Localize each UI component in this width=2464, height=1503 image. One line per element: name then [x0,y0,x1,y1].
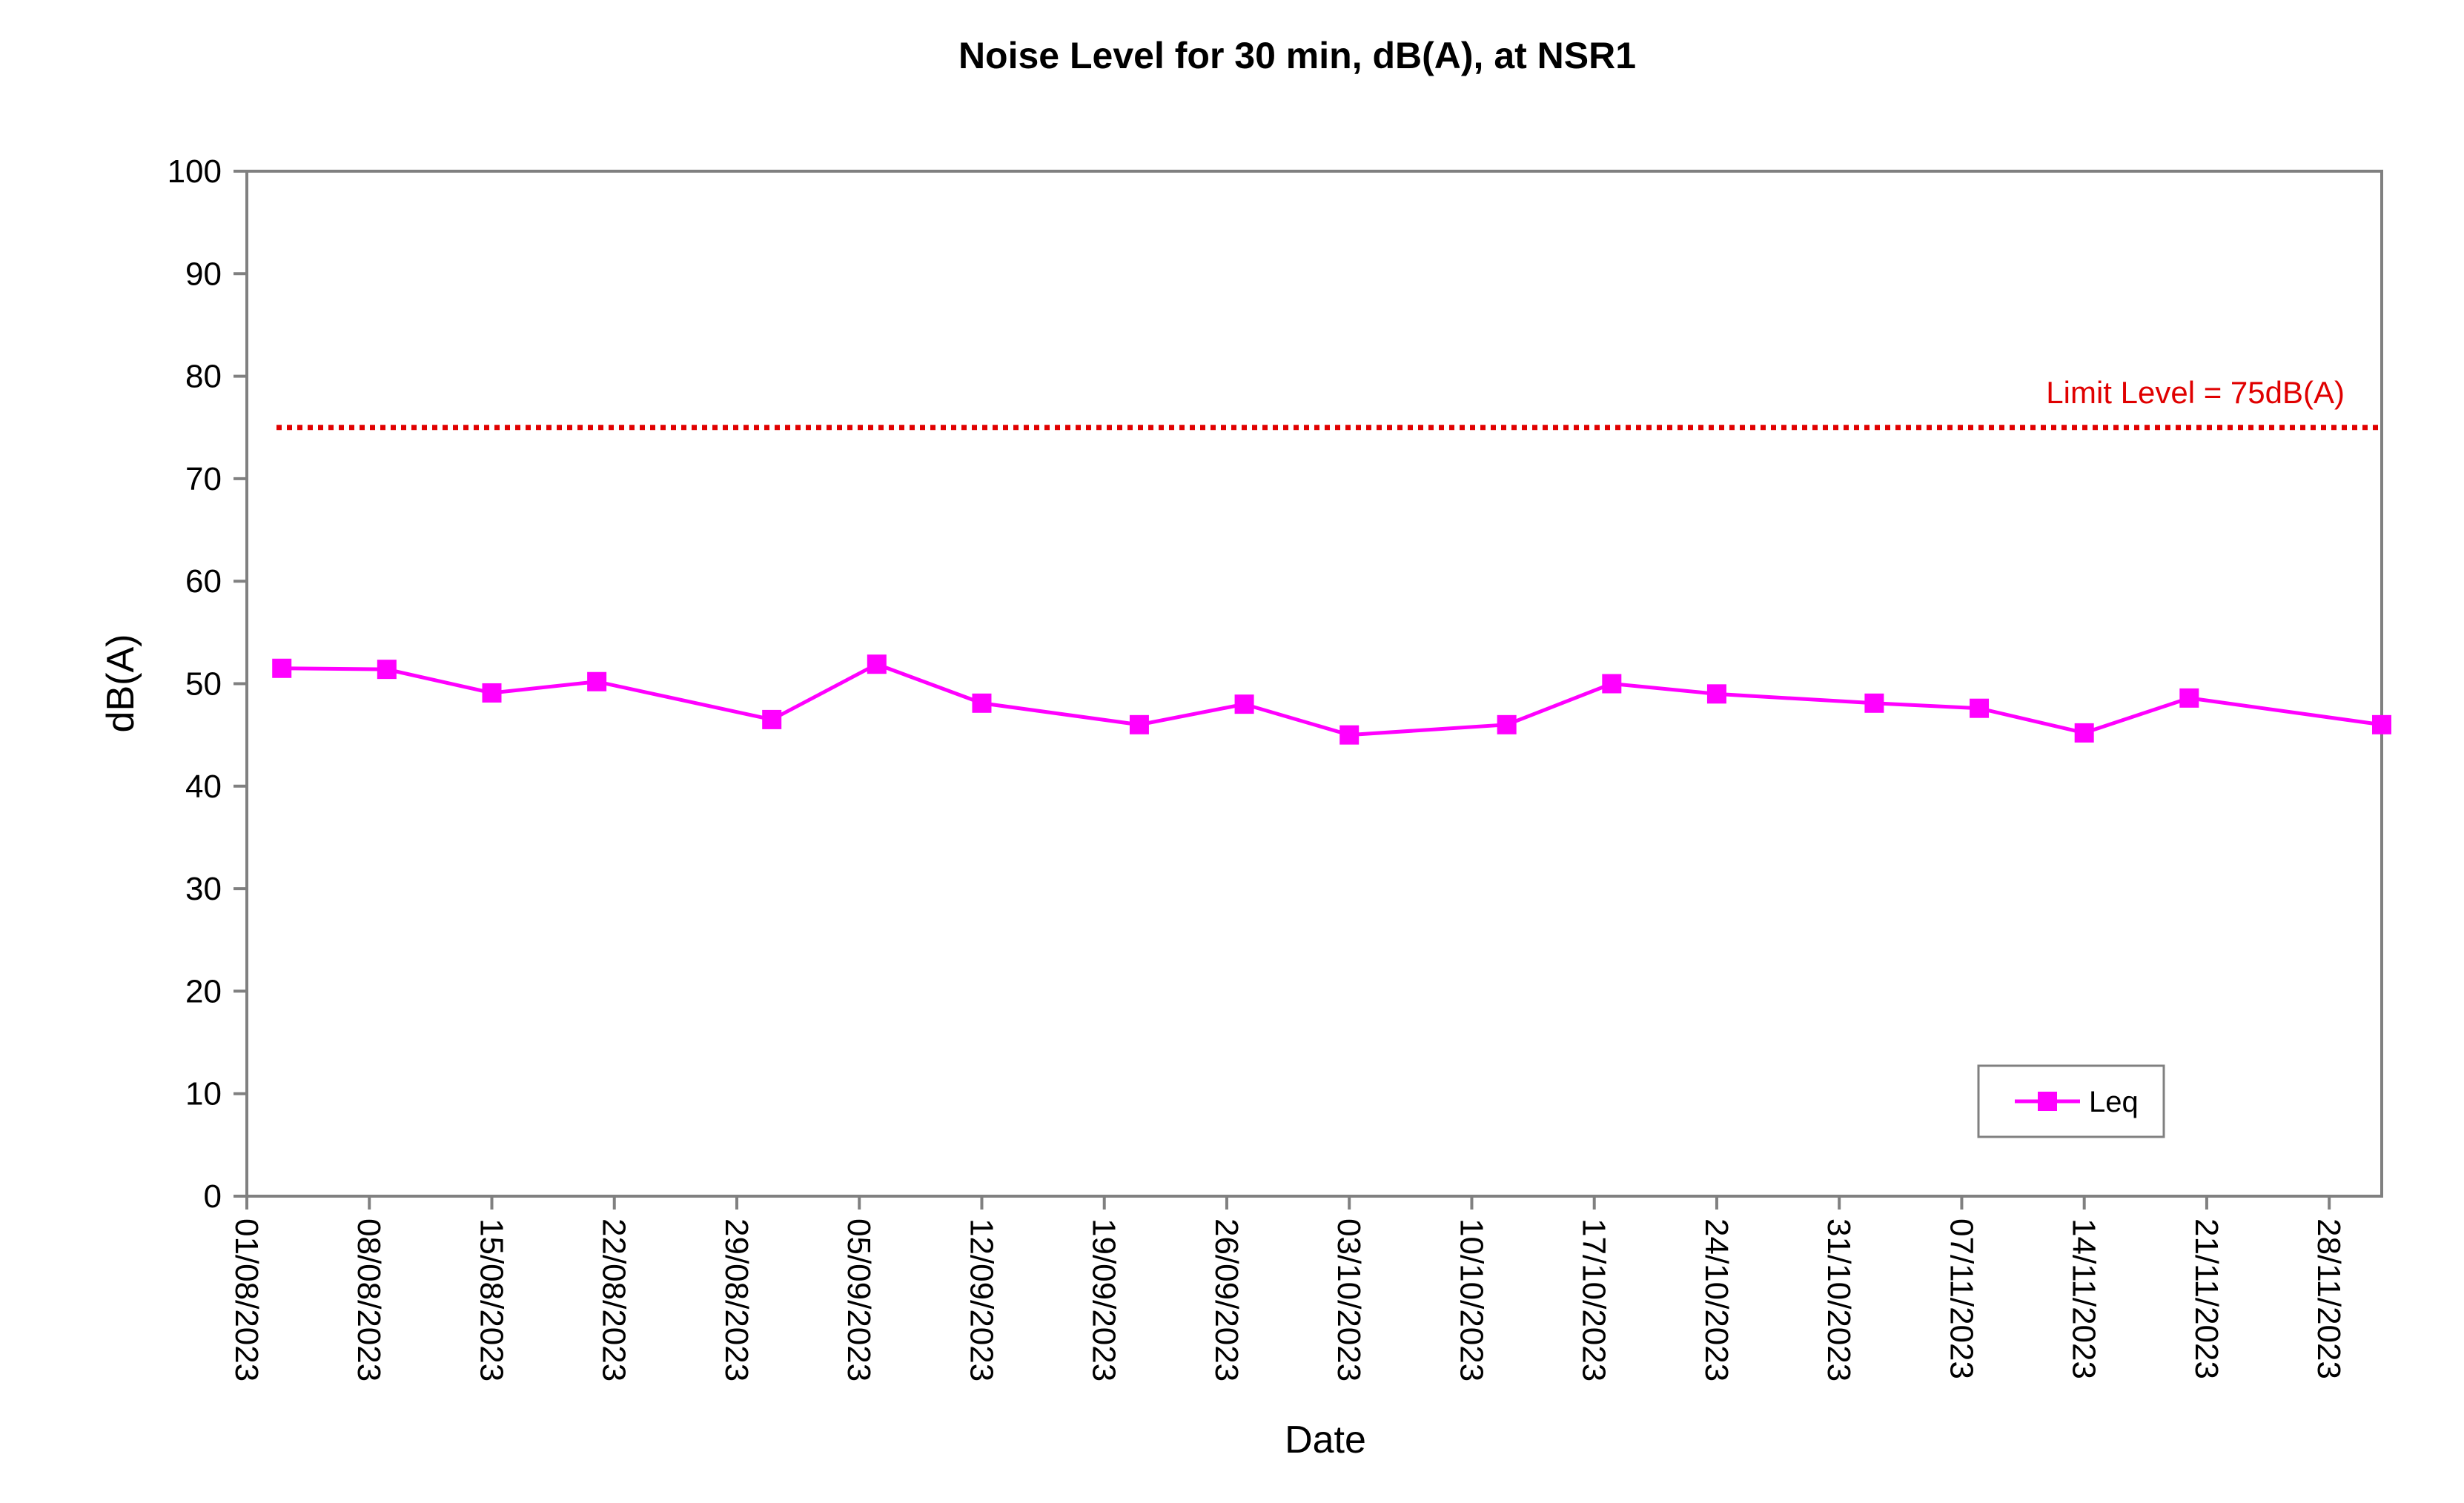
x-tick-label: 14/11/2023 [2066,1218,2102,1379]
x-tick-label: 17/10/2023 [1576,1218,1612,1381]
data-point [1234,694,1254,714]
legend-label-leq: Leq [2089,1086,2139,1118]
x-tick-label: 03/10/2023 [1331,1218,1367,1381]
data-point [2074,723,2094,743]
y-tick-label: 20 [185,973,222,1009]
x-tick-label: 10/10/2023 [1453,1218,1489,1381]
y-tick-label: 30 [185,871,222,907]
x-tick-label: 12/09/2023 [963,1218,999,1381]
y-tick-label: 10 [185,1076,222,1112]
y-tick-label: 100 [168,153,222,190]
x-tick-label: 19/09/2023 [1086,1218,1122,1381]
x-tick-label: 28/11/2023 [2311,1218,2347,1379]
y-axis-title: dB(A) [99,634,142,733]
x-tick-label: 15/08/2023 [473,1218,509,1381]
x-tick-label: 05/09/2023 [841,1218,877,1381]
data-point [1129,714,1149,734]
x-tick-label: 21/11/2023 [2188,1218,2225,1379]
limit-label: Limit Level = 75dB(A) [2046,375,2345,410]
data-point [1339,725,1359,745]
y-axis: 0 10 20 30 40 50 60 70 80 90 100 [168,153,247,1215]
y-tick-label: 40 [185,769,222,805]
chart-title: Noise Level for 30 min, dB(A), at NSR1 [958,35,1636,76]
y-tick-label: 0 [204,1178,222,1215]
x-tick-label: 24/10/2023 [1698,1218,1735,1381]
y-tick-label: 80 [185,359,222,395]
x-axis: 01/08/2023 08/08/2023 15/08/2023 22/08/2023… [228,1196,2347,1381]
data-point [587,671,607,691]
data-point [377,660,397,680]
y-tick-label: 60 [185,563,222,600]
y-tick-label: 70 [185,461,222,497]
x-tick-label: 31/10/2023 [1821,1218,1857,1381]
x-tick-label: 22/08/2023 [596,1218,632,1381]
data-point [2372,714,2391,734]
data-point [867,654,887,674]
x-tick-label: 08/08/2023 [351,1218,387,1381]
data-point [972,693,992,713]
legend: Leq [1977,1064,2165,1138]
x-tick-label: 01/08/2023 [228,1218,265,1381]
legend-marker-leq [2038,1092,2057,1111]
data-point [1864,693,1884,713]
data-point [1497,714,1517,734]
data-point [272,658,292,678]
x-tick-label: 29/08/2023 [718,1218,755,1381]
data-point [1706,684,1726,704]
y-tick-label: 90 [185,256,222,292]
series-line-leq [282,662,2382,737]
data-point [762,709,782,729]
series-leq [272,654,2391,745]
data-point [2179,688,2199,708]
data-point [1602,674,1622,694]
data-point [482,683,502,703]
x-tick-label: 07/11/2023 [1943,1218,1979,1379]
x-tick-label: 26/09/2023 [1208,1218,1245,1381]
y-tick-label: 50 [185,666,222,703]
data-point [1970,698,1990,718]
x-axis-title: Date [1285,1419,1366,1461]
